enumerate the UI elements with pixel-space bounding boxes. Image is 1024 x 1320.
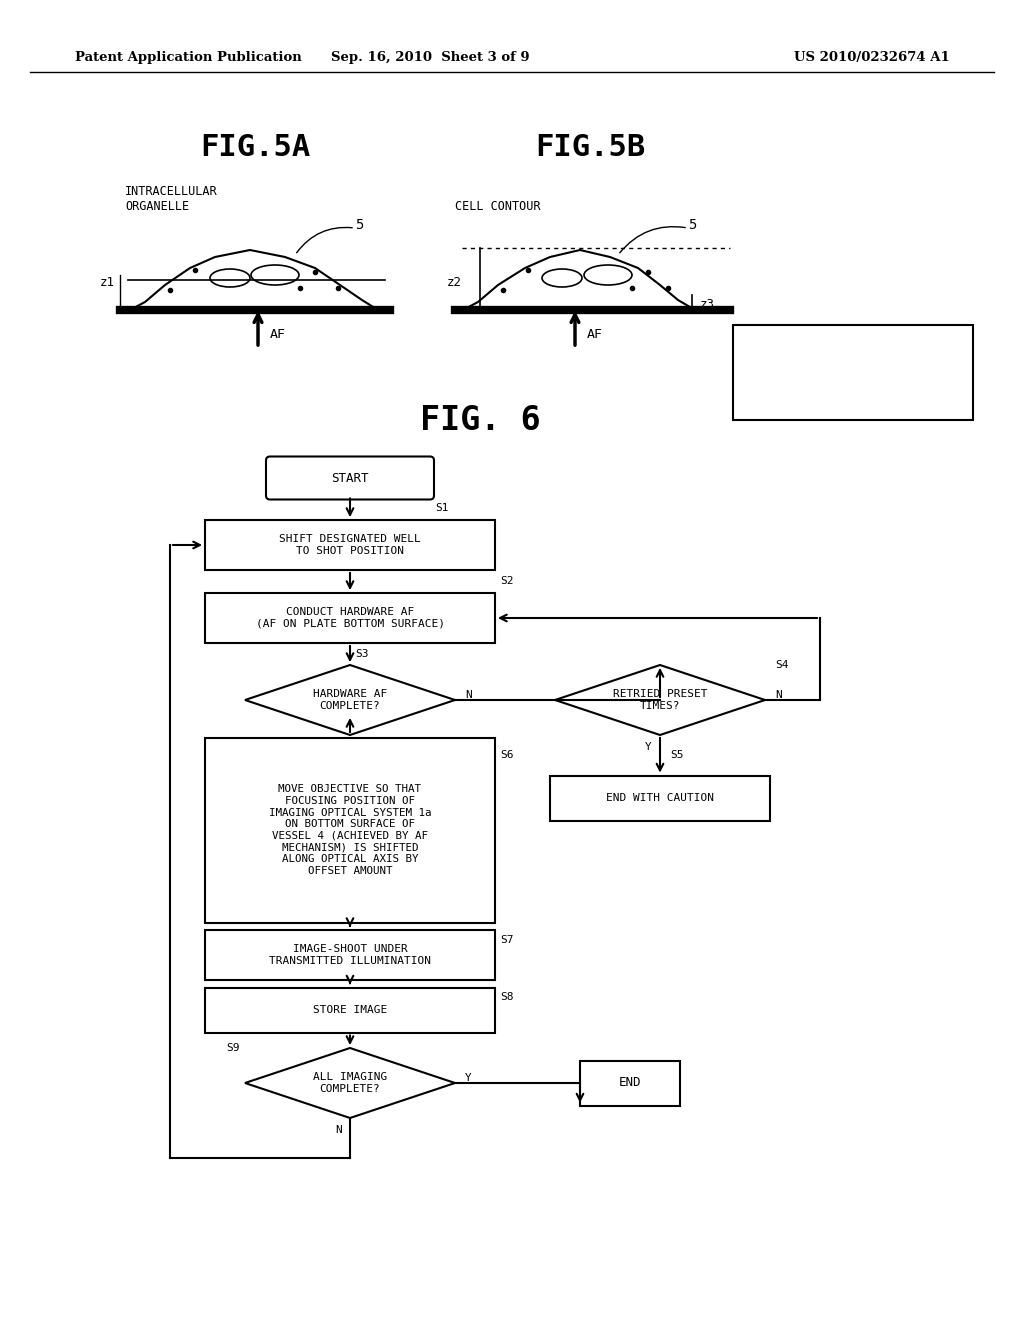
Text: FIG.5B: FIG.5B bbox=[535, 133, 645, 162]
Text: Y: Y bbox=[645, 742, 652, 752]
Text: IMAGE-SHOOT UNDER
TRANSMITTED ILLUMINATION: IMAGE-SHOOT UNDER TRANSMITTED ILLUMINATI… bbox=[269, 944, 431, 966]
Text: z3: z3 bbox=[700, 298, 715, 312]
Text: OFFSET: OFFSET bbox=[833, 342, 873, 352]
Polygon shape bbox=[555, 665, 765, 735]
Text: END WITH CAUTION: END WITH CAUTION bbox=[606, 793, 714, 803]
Text: CONDUCT HARDWARE AF
(AF ON PLATE BOTTOM SURFACE): CONDUCT HARDWARE AF (AF ON PLATE BOTTOM … bbox=[256, 607, 444, 628]
Text: FIG.5A: FIG.5A bbox=[200, 133, 310, 162]
Text: INTRACELLULAR
ORGANELLE: INTRACELLULAR ORGANELLE bbox=[125, 185, 218, 213]
Text: FIG. 6: FIG. 6 bbox=[420, 404, 541, 437]
Text: S8: S8 bbox=[500, 993, 513, 1002]
Text: S3: S3 bbox=[355, 649, 369, 659]
Text: MOVE OBJECTIVE SO THAT
FOCUSING POSITION OF
IMAGING OPTICAL SYSTEM 1a
ON BOTTOM : MOVE OBJECTIVE SO THAT FOCUSING POSITION… bbox=[268, 784, 431, 875]
Text: END: END bbox=[618, 1077, 641, 1089]
Text: RETRIED PRESET
TIMES?: RETRIED PRESET TIMES? bbox=[612, 689, 708, 710]
Text: US 2010/0232674 A1: US 2010/0232674 A1 bbox=[795, 51, 950, 65]
Text: ALL IMAGING
COMPLETE?: ALL IMAGING COMPLETE? bbox=[313, 1072, 387, 1094]
Bar bbox=[205, 593, 495, 643]
Text: 5: 5 bbox=[688, 218, 696, 232]
Bar bbox=[733, 325, 973, 420]
Bar bbox=[205, 987, 495, 1032]
Text: Y: Y bbox=[335, 742, 342, 752]
Text: AF: AF bbox=[743, 400, 757, 411]
Text: 5: 5 bbox=[355, 218, 364, 232]
Polygon shape bbox=[245, 665, 455, 735]
Text: AUTOFOCUS: AUTOFOCUS bbox=[833, 385, 894, 395]
Bar bbox=[205, 520, 495, 570]
Text: N: N bbox=[775, 690, 781, 700]
Bar bbox=[580, 1060, 680, 1106]
Bar bbox=[550, 776, 770, 821]
Text: HARDWARE AF
COMPLETE?: HARDWARE AF COMPLETE? bbox=[313, 689, 387, 710]
Text: CELL CONTOUR: CELL CONTOUR bbox=[455, 201, 541, 213]
Text: START: START bbox=[331, 471, 369, 484]
Text: Z: Z bbox=[745, 360, 752, 370]
Text: Sep. 16, 2010  Sheet 3 of 9: Sep. 16, 2010 Sheet 3 of 9 bbox=[331, 51, 529, 65]
Text: SHIFT DESIGNATED WELL
TO SHOT POSITION: SHIFT DESIGNATED WELL TO SHOT POSITION bbox=[280, 535, 421, 556]
Text: N: N bbox=[465, 690, 472, 700]
Text: S5: S5 bbox=[670, 750, 683, 760]
Text: AF: AF bbox=[587, 329, 603, 342]
Text: S7: S7 bbox=[500, 935, 513, 945]
Bar bbox=[205, 738, 495, 923]
FancyBboxPatch shape bbox=[266, 457, 434, 499]
Text: S9: S9 bbox=[226, 1043, 240, 1053]
Text: z1: z1 bbox=[100, 276, 115, 289]
Text: N: N bbox=[335, 1125, 342, 1135]
Polygon shape bbox=[245, 1048, 455, 1118]
Text: Y: Y bbox=[465, 1073, 472, 1082]
Text: z2: z2 bbox=[447, 276, 462, 289]
Bar bbox=[205, 931, 495, 979]
Text: S2: S2 bbox=[500, 577, 513, 586]
Text: S1: S1 bbox=[435, 503, 449, 512]
Text: S4: S4 bbox=[775, 660, 788, 671]
Text: AF: AF bbox=[270, 329, 286, 342]
Text: S6: S6 bbox=[500, 750, 513, 760]
Text: Patent Application Publication: Patent Application Publication bbox=[75, 51, 302, 65]
Text: STORE IMAGE: STORE IMAGE bbox=[313, 1005, 387, 1015]
